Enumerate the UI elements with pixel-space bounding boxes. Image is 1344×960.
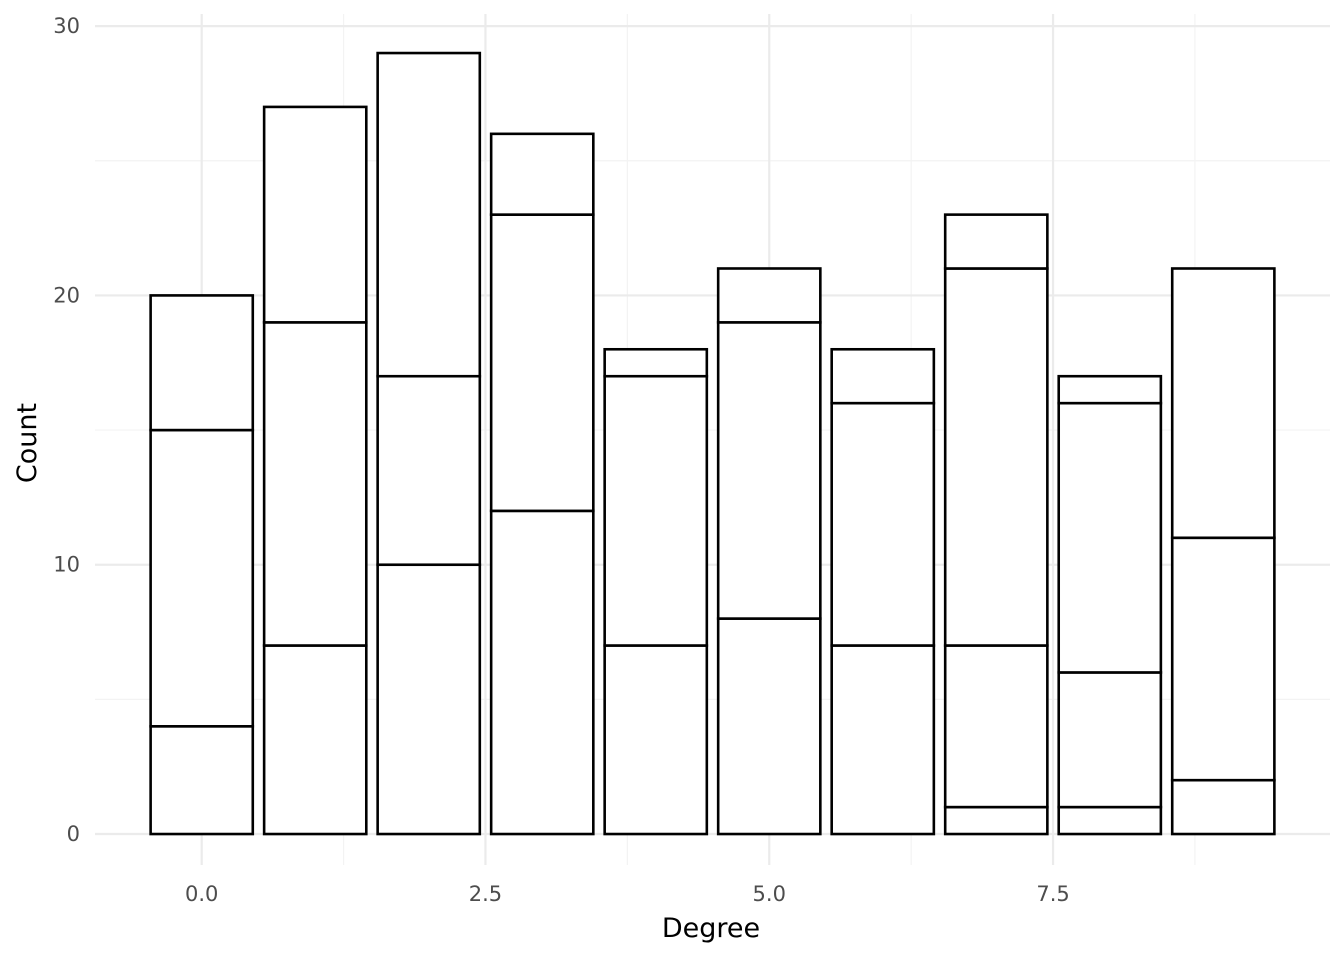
bar-segment bbox=[149, 428, 255, 728]
bar-segment bbox=[1170, 267, 1276, 540]
bar-segment bbox=[716, 267, 822, 324]
bar-segment bbox=[489, 509, 595, 836]
bar-segment bbox=[603, 644, 709, 836]
bar-segment bbox=[1057, 374, 1163, 405]
bar-segment bbox=[716, 321, 822, 620]
bar-segment bbox=[830, 347, 936, 405]
bar-segment bbox=[1057, 671, 1163, 809]
y-tick-label: 30 bbox=[53, 14, 80, 38]
bar-segment bbox=[262, 105, 368, 324]
y-tick-label: 10 bbox=[53, 553, 80, 577]
bar-segment bbox=[149, 294, 255, 432]
bar-segment bbox=[1170, 778, 1276, 836]
bar-segment bbox=[376, 563, 482, 836]
x-axis-title: Degree bbox=[662, 913, 760, 944]
x-axis-ticks: 0.0 2.5 5.0 7.5 bbox=[185, 882, 1070, 906]
bar-segment bbox=[376, 374, 482, 567]
bar-segment bbox=[943, 267, 1049, 647]
bar-segment bbox=[943, 644, 1049, 809]
bar-segment bbox=[1170, 536, 1276, 782]
bar-segment bbox=[376, 51, 482, 378]
bar-segment bbox=[603, 347, 709, 378]
bar-segment bbox=[716, 617, 822, 836]
bar-segment bbox=[262, 644, 368, 836]
bar-segment bbox=[943, 805, 1049, 836]
x-tick-label: 0.0 bbox=[185, 882, 218, 906]
bar-segment bbox=[1057, 401, 1163, 674]
bar-segment bbox=[262, 321, 368, 647]
y-axis-ticks: 0 10 20 30 bbox=[53, 14, 80, 846]
y-tick-label: 0 bbox=[67, 822, 80, 846]
bar-segment bbox=[943, 213, 1049, 270]
bar-segment bbox=[489, 213, 595, 513]
bar-segment bbox=[830, 644, 936, 836]
x-tick-label: 7.5 bbox=[1036, 882, 1069, 906]
bar-segment bbox=[603, 374, 709, 647]
y-tick-label: 20 bbox=[53, 283, 80, 307]
x-tick-label: 5.0 bbox=[753, 882, 786, 906]
bar-segment bbox=[1057, 805, 1163, 836]
bars bbox=[149, 51, 1276, 836]
bar-segment bbox=[830, 401, 936, 647]
y-axis-title: Count bbox=[12, 403, 43, 483]
x-tick-label: 2.5 bbox=[469, 882, 502, 906]
bar-segment bbox=[489, 132, 595, 216]
bar-segment bbox=[149, 725, 255, 836]
